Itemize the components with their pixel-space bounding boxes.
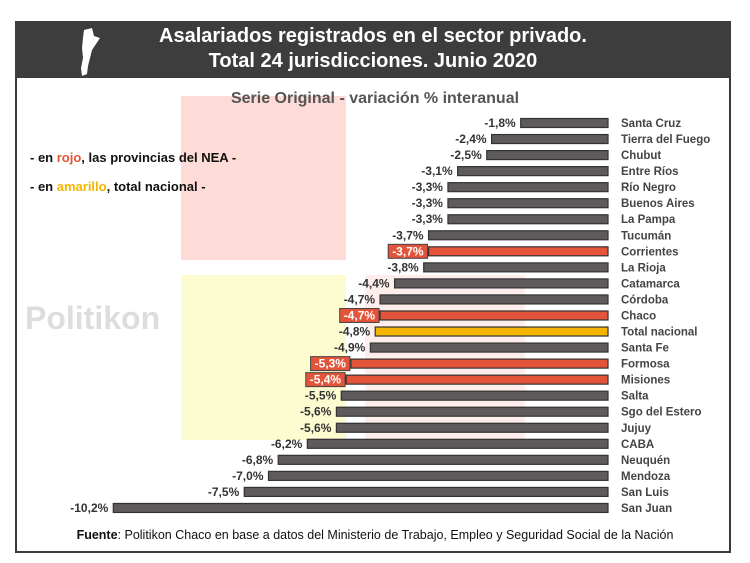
data-label: -3,3% (412, 196, 444, 210)
title-line-1: Asalariados registrados en el sector pri… (159, 25, 587, 47)
data-label: -2,4% (455, 132, 487, 146)
bar-Santa Cruz (520, 117, 609, 129)
category-label: Corrientes (621, 246, 679, 258)
data-label: -6,8% (242, 453, 274, 467)
source-note: Fuente: Politikon Chaco en base a datos … (76, 528, 674, 542)
data-label: -2,5% (450, 148, 482, 162)
argentina-map-icon (81, 28, 100, 76)
bar-La Pampa (447, 214, 609, 225)
bar-Formosa (350, 358, 609, 369)
category-label: Río Negro (621, 182, 676, 194)
bar-Entre Ríos (457, 166, 609, 177)
category-label: Tierra del Fuego (621, 134, 710, 146)
bar-La Rioja (423, 262, 609, 273)
data-label: -4,9% (334, 341, 366, 355)
category-label: Jujuy (621, 423, 652, 435)
category-label: Entre Ríos (621, 166, 679, 178)
category-label: Catamarca (621, 278, 680, 290)
category-label: Total nacional (621, 327, 697, 339)
category-label: Mendoza (621, 471, 671, 483)
category-label: La Pampa (621, 214, 676, 226)
header: Asalariados registrados en el sector pri… (15, 21, 731, 78)
category-label: Chaco (621, 310, 656, 322)
data-label: -4,8% (339, 325, 371, 339)
bar-CABA (306, 438, 609, 449)
bar-Tierra del Fuego (491, 133, 609, 145)
bar-Chubut (486, 149, 609, 161)
category-label: Chubut (621, 150, 661, 162)
data-label: -4,7% (344, 308, 376, 322)
legend-nea: - en rojo, las provincias del NEA - (30, 150, 237, 165)
data-label: -6,2% (271, 437, 303, 451)
category-label: La Rioja (621, 262, 666, 274)
data-label: -3,7% (392, 244, 424, 258)
data-label: -10,2% (70, 501, 108, 515)
bar-Chaco (379, 310, 609, 321)
category-label: Sgo del Estero (621, 407, 702, 419)
bar-Corrientes (427, 246, 609, 257)
category-label: Santa Fe (621, 343, 669, 355)
bar-Total nacional (374, 326, 609, 337)
legend-total: - en amarillo, total nacional - (30, 179, 206, 194)
bar-Salta (340, 390, 609, 401)
data-label-box (339, 307, 380, 323)
category-label: San Juan (621, 503, 672, 515)
bar-Buenos Aires (447, 198, 609, 209)
data-label: -1,8% (484, 116, 516, 130)
data-label: -5,5% (305, 389, 337, 403)
data-label: -3,8% (387, 260, 419, 274)
bar-Tucumán (427, 230, 609, 241)
data-label: -7,0% (232, 469, 264, 483)
bar-Córdoba (379, 294, 609, 305)
pink-highlight-box (181, 96, 346, 260)
bar-Mendoza (267, 470, 609, 481)
chart-title: Serie Original - variación % interanual (230, 90, 520, 107)
category-label: Formosa (621, 359, 670, 371)
category-label: Córdoba (621, 294, 669, 306)
data-label: -7,5% (208, 485, 240, 499)
bar-Sgo del Estero (335, 406, 609, 417)
category-label: San Luis (621, 487, 669, 499)
bar-Misiones (345, 374, 609, 385)
data-label: -5,6% (300, 405, 332, 419)
title-line-2: Total 24 jurisdicciones. Junio 2020 (208, 50, 538, 72)
data-label-box (305, 372, 346, 388)
bar-Río Negro (447, 182, 609, 193)
category-label: Misiones (621, 375, 670, 387)
data-label: -5,4% (310, 373, 342, 387)
bar-Neuquén (277, 454, 609, 465)
data-label: -5,3% (315, 357, 347, 371)
category-label: Neuquén (621, 455, 670, 467)
category-label: Salta (621, 391, 649, 403)
bar-Catamarca (394, 278, 609, 289)
data-label: -3,3% (412, 180, 444, 194)
data-label: -4,7% (344, 292, 376, 306)
data-label: -5,6% (300, 421, 332, 435)
data-label: -4,4% (358, 276, 390, 290)
data-label: -3,3% (412, 212, 444, 226)
data-label: -3,1% (421, 164, 453, 178)
data-label: -3,7% (392, 228, 424, 242)
bar-San Juan (112, 502, 609, 514)
bar-Jujuy (335, 422, 609, 433)
bar-Santa Fe (369, 342, 609, 353)
watermark: Politikon (25, 300, 161, 336)
bar-San Luis (243, 486, 609, 498)
category-label: CABA (621, 439, 654, 451)
category-label: Buenos Aires (621, 198, 695, 210)
category-label: Santa Cruz (621, 118, 681, 130)
data-label-box (310, 356, 351, 372)
category-label: Tucumán (621, 230, 671, 242)
data-label-box (387, 243, 429, 259)
